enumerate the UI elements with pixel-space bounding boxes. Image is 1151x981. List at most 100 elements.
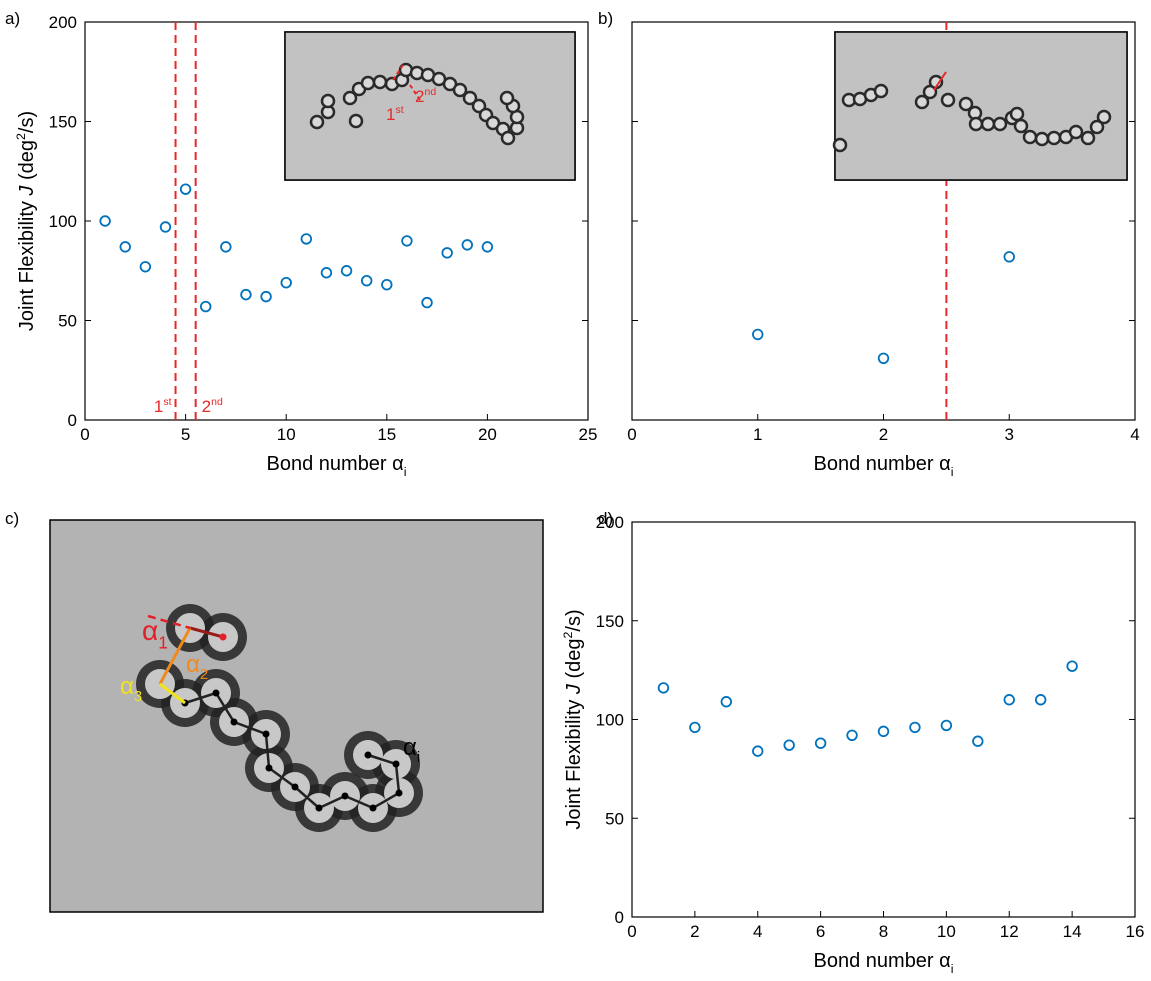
particle bbox=[348, 113, 364, 129]
x-tick-label: 5 bbox=[181, 425, 190, 444]
x-axis-label: Bond number αi bbox=[814, 950, 954, 976]
panel-label: d) bbox=[598, 509, 613, 528]
x-axis-label: Bond number αi bbox=[814, 453, 954, 479]
text-part: i bbox=[951, 962, 954, 976]
x-tick-label: 4 bbox=[1130, 425, 1139, 444]
particle bbox=[1096, 109, 1112, 125]
data-point bbox=[360, 275, 373, 287]
particle bbox=[320, 93, 336, 109]
data-point bbox=[657, 682, 670, 694]
data-point bbox=[689, 721, 701, 734]
text-part: i bbox=[951, 465, 954, 479]
x-tick-label: 8 bbox=[879, 922, 888, 941]
data-point bbox=[260, 290, 272, 303]
particle bbox=[1009, 106, 1025, 122]
y-tick-label: 150 bbox=[596, 612, 624, 631]
particle bbox=[1046, 130, 1062, 146]
data-point bbox=[139, 261, 152, 273]
particle bbox=[309, 114, 325, 130]
data-point bbox=[421, 296, 433, 309]
y-tick-label: 50 bbox=[605, 809, 624, 828]
y-tick-label: 200 bbox=[49, 13, 77, 32]
y-tick-label: 150 bbox=[49, 113, 77, 132]
chain-node bbox=[291, 783, 299, 791]
text-part: 1 bbox=[154, 397, 163, 416]
text-part: st bbox=[163, 396, 171, 408]
x-tick-label: 0 bbox=[627, 425, 636, 444]
inset-label: 1st bbox=[386, 104, 404, 124]
text-part: 2 bbox=[14, 133, 28, 140]
particle bbox=[992, 116, 1008, 132]
chain-node bbox=[219, 633, 227, 641]
marker-label: 2nd bbox=[202, 396, 223, 416]
text-part: Bond number α bbox=[267, 453, 404, 475]
data-point bbox=[752, 745, 764, 757]
data-point bbox=[320, 267, 333, 279]
particle bbox=[1022, 129, 1038, 145]
data-point bbox=[846, 729, 858, 742]
particle bbox=[1034, 131, 1050, 147]
y-tick-label: 200 bbox=[596, 513, 624, 532]
text-part: 2 bbox=[202, 397, 211, 416]
data-point bbox=[720, 696, 733, 708]
data-point bbox=[1003, 694, 1015, 706]
data-point bbox=[340, 265, 353, 277]
text-part: Joint Flexibility bbox=[16, 196, 38, 332]
inset-label: 2nd bbox=[415, 86, 436, 106]
chain-node bbox=[212, 689, 220, 697]
chain-line bbox=[184, 691, 401, 810]
data-point bbox=[783, 739, 795, 751]
bond-label: αi bbox=[403, 734, 420, 766]
x-tick-label: 1 bbox=[753, 425, 762, 444]
text-part: 2 bbox=[200, 667, 208, 683]
x-tick-label: 2 bbox=[690, 922, 699, 941]
bond bbox=[158, 627, 192, 685]
particle bbox=[372, 74, 388, 90]
inset-image bbox=[834, 31, 1128, 181]
data-point bbox=[99, 215, 111, 227]
x-tick-label: 20 bbox=[478, 425, 497, 444]
text-part: nd bbox=[211, 396, 223, 408]
x-tick-label: 25 bbox=[579, 425, 598, 444]
chain-node bbox=[262, 730, 270, 738]
particle bbox=[342, 90, 358, 106]
panel-label: c) bbox=[5, 509, 19, 528]
particle bbox=[968, 116, 984, 132]
data-point bbox=[481, 241, 494, 253]
particle bbox=[873, 83, 889, 99]
data-point bbox=[877, 352, 890, 365]
x-tick-label: 2 bbox=[879, 425, 888, 444]
text-part: Bond number α bbox=[814, 950, 951, 972]
chain-node bbox=[265, 764, 273, 772]
y-tick-label: 100 bbox=[49, 212, 77, 231]
micrograph bbox=[49, 519, 544, 913]
particle bbox=[1089, 119, 1105, 135]
chain-node bbox=[341, 792, 349, 800]
text-part: α bbox=[142, 615, 158, 646]
x-tick-label: 4 bbox=[753, 922, 762, 941]
text-part: (deg bbox=[16, 140, 38, 186]
text-part: J bbox=[563, 683, 585, 695]
y-tick-label: 50 bbox=[58, 312, 77, 331]
data-point bbox=[461, 239, 473, 251]
inset-marker bbox=[409, 84, 421, 101]
data-point bbox=[1034, 694, 1047, 706]
text-part: /s) bbox=[16, 111, 38, 133]
data-point bbox=[1003, 251, 1015, 263]
data-point bbox=[972, 735, 984, 747]
inset-image bbox=[284, 31, 576, 181]
chain-node bbox=[392, 760, 400, 768]
data-point bbox=[179, 183, 192, 195]
data-point bbox=[280, 276, 292, 289]
y-tick-label: 0 bbox=[615, 908, 624, 927]
chain-node bbox=[364, 751, 372, 759]
y-axis-label: Joint Flexibility J (deg2/s) bbox=[14, 111, 38, 331]
particle bbox=[980, 116, 996, 132]
text-part: 2 bbox=[561, 631, 575, 638]
data-point bbox=[441, 247, 453, 259]
y-axis-label: Joint Flexibility J (deg2/s) bbox=[561, 609, 585, 829]
inset-marker bbox=[933, 71, 947, 91]
x-tick-label: 0 bbox=[627, 922, 636, 941]
inset-marker bbox=[392, 64, 404, 81]
